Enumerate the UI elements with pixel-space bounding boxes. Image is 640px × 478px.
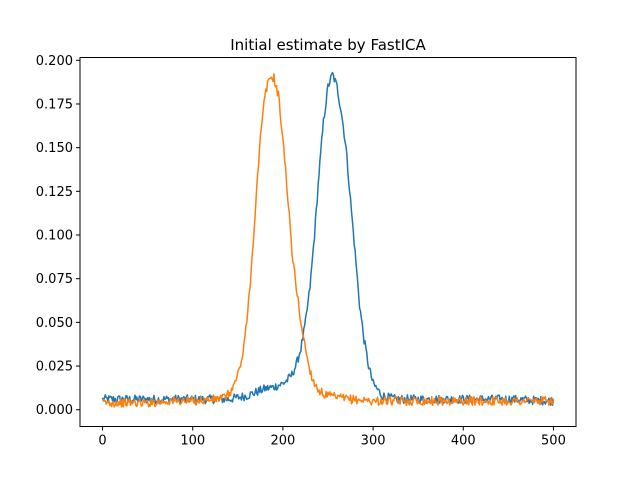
x-tick-label: 0 — [98, 434, 106, 449]
y-tick-label: 0.100 — [36, 229, 73, 244]
y-axis: 0.000 0.025 0.050 0.075 0.100 0.125 0.150 0.175… — [36, 54, 80, 418]
y-tick-label: 0.075 — [36, 272, 73, 287]
y-tick-label: 0.050 — [36, 316, 73, 331]
x-tick-label: 400 — [451, 434, 476, 449]
plot-frame — [79, 57, 577, 427]
x-tick-label: 300 — [361, 434, 386, 449]
x-tick-label: 500 — [541, 434, 566, 449]
y-tick-label: 0.200 — [36, 54, 73, 69]
chart-title: Initial estimate by FastICA — [230, 36, 426, 54]
x-tick-label: 200 — [270, 434, 295, 449]
x-axis: 0 100 200 300 400 500 — [98, 426, 566, 449]
y-tick-label: 0.175 — [36, 97, 73, 112]
series-line-2 — [101, 73, 555, 408]
y-tick-label: 0.125 — [36, 185, 73, 200]
y-tick-label: 0.000 — [36, 403, 73, 418]
y-tick-label: 0.150 — [36, 141, 73, 156]
series-layer — [101, 71, 555, 408]
x-tick-label: 100 — [180, 434, 205, 449]
y-tick-label: 0.025 — [36, 360, 73, 375]
